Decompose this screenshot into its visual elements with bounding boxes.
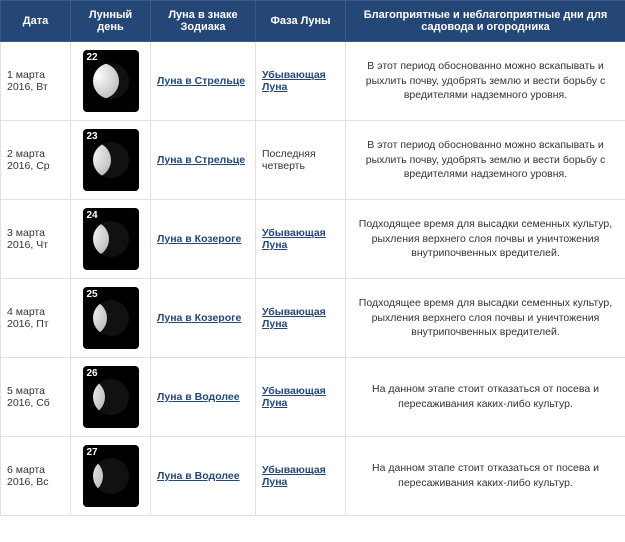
moon-phase-icon: 24 [83, 208, 139, 270]
phase-cell: Убывающая Луна [256, 358, 346, 437]
header-phase: Фаза Луны [256, 1, 346, 42]
date-cell: 6 марта 2016, Вс [1, 437, 71, 516]
header-zodiac: Луна в знаке Зодиака [151, 1, 256, 42]
phase-link[interactable]: Убывающая Луна [262, 385, 326, 409]
moon-shape [93, 300, 129, 336]
moon-shape [93, 63, 129, 99]
lunar-day-cell: 26 [71, 358, 151, 437]
zodiac-link[interactable]: Луна в Козероге [157, 233, 241, 245]
moon-phase-icon: 22 [83, 50, 139, 112]
lunar-day-cell: 22 [71, 42, 151, 121]
moon-phase-icon: 26 [83, 366, 139, 428]
date-cell: 4 марта 2016, Пт [1, 279, 71, 358]
table-row: 1 марта 2016, Вт 22 Луна в Стрельце Убывающ… [1, 42, 625, 121]
lunar-day-number: 25 [87, 289, 98, 300]
advice-cell: Подходящее время для высадки семенных ку… [346, 279, 625, 358]
zodiac-cell: Луна в Козероге [151, 279, 256, 358]
table-row: 6 марта 2016, Вс 27 Луна в Водолее Убывающа… [1, 437, 625, 516]
zodiac-link[interactable]: Луна в Стрельце [157, 154, 245, 166]
zodiac-cell: Луна в Козероге [151, 200, 256, 279]
zodiac-cell: Луна в Стрельце [151, 121, 256, 200]
moon-phase-icon: 27 [83, 445, 139, 507]
phase-link[interactable]: Убывающая Луна [262, 464, 326, 488]
header-date: Дата [1, 1, 71, 42]
phase-cell: Убывающая Луна [256, 437, 346, 516]
header-lunar-day: Лунный день [71, 1, 151, 42]
phase-cell: Убывающая Луна [256, 279, 346, 358]
date-cell: 2 марта 2016, Ср [1, 121, 71, 200]
lunar-day-cell: 25 [71, 279, 151, 358]
phase-cell: Убывающая Луна [256, 42, 346, 121]
lunar-day-cell: 24 [71, 200, 151, 279]
header-advice: Благоприятные и неблагоприятные дни для … [346, 1, 625, 42]
phase-cell: Последняя четверть [256, 121, 346, 200]
zodiac-cell: Луна в Водолее [151, 437, 256, 516]
phase-link[interactable]: Убывающая Луна [262, 69, 326, 93]
lunar-calendar-table: Дата Лунный день Луна в знаке Зодиака Фа… [0, 0, 625, 516]
header-row: Дата Лунный день Луна в знаке Зодиака Фа… [1, 1, 625, 42]
lunar-day-cell: 27 [71, 437, 151, 516]
phase-cell: Убывающая Луна [256, 200, 346, 279]
date-cell: 3 марта 2016, Чт [1, 200, 71, 279]
zodiac-link[interactable]: Луна в Водолее [157, 391, 240, 403]
advice-cell: В этот период обоснованно можно вскапыва… [346, 121, 625, 200]
zodiac-link[interactable]: Луна в Водолее [157, 470, 240, 482]
lunar-day-number: 26 [87, 368, 98, 379]
table-row: 4 марта 2016, Пт 25 Луна в Козероге Убывающ… [1, 279, 625, 358]
moon-phase-icon: 25 [83, 287, 139, 349]
lunar-day-number: 24 [87, 210, 98, 221]
moon-shape [93, 221, 129, 257]
moon-phase-icon: 23 [83, 129, 139, 191]
advice-cell: На данном этапе стоит отказаться от посе… [346, 358, 625, 437]
advice-cell: Подходящее время для высадки семенных ку… [346, 200, 625, 279]
table-row: 5 марта 2016, Сб 26 Луна в Водолее Убывающа… [1, 358, 625, 437]
zodiac-cell: Луна в Стрельце [151, 42, 256, 121]
zodiac-cell: Луна в Водолее [151, 358, 256, 437]
advice-cell: На данном этапе стоит отказаться от посе… [346, 437, 625, 516]
lunar-day-number: 27 [87, 447, 98, 458]
lunar-day-cell: 23 [71, 121, 151, 200]
lunar-day-number: 23 [87, 131, 98, 142]
lunar-day-number: 22 [87, 52, 98, 63]
zodiac-link[interactable]: Луна в Стрельце [157, 75, 245, 87]
table-row: 2 марта 2016, Ср 23 Луна в Стрельце Последн… [1, 121, 625, 200]
phase-link[interactable]: Убывающая Луна [262, 306, 326, 330]
zodiac-link[interactable]: Луна в Козероге [157, 312, 241, 324]
advice-cell: В этот период обоснованно можно вскапыва… [346, 42, 625, 121]
date-cell: 5 марта 2016, Сб [1, 358, 71, 437]
phase-link[interactable]: Убывающая Луна [262, 227, 326, 251]
moon-shape [93, 379, 129, 415]
table-row: 3 марта 2016, Чт 24 Луна в Козероге Убывающ… [1, 200, 625, 279]
moon-shape [93, 142, 129, 178]
date-cell: 1 марта 2016, Вт [1, 42, 71, 121]
moon-shape [93, 458, 129, 494]
